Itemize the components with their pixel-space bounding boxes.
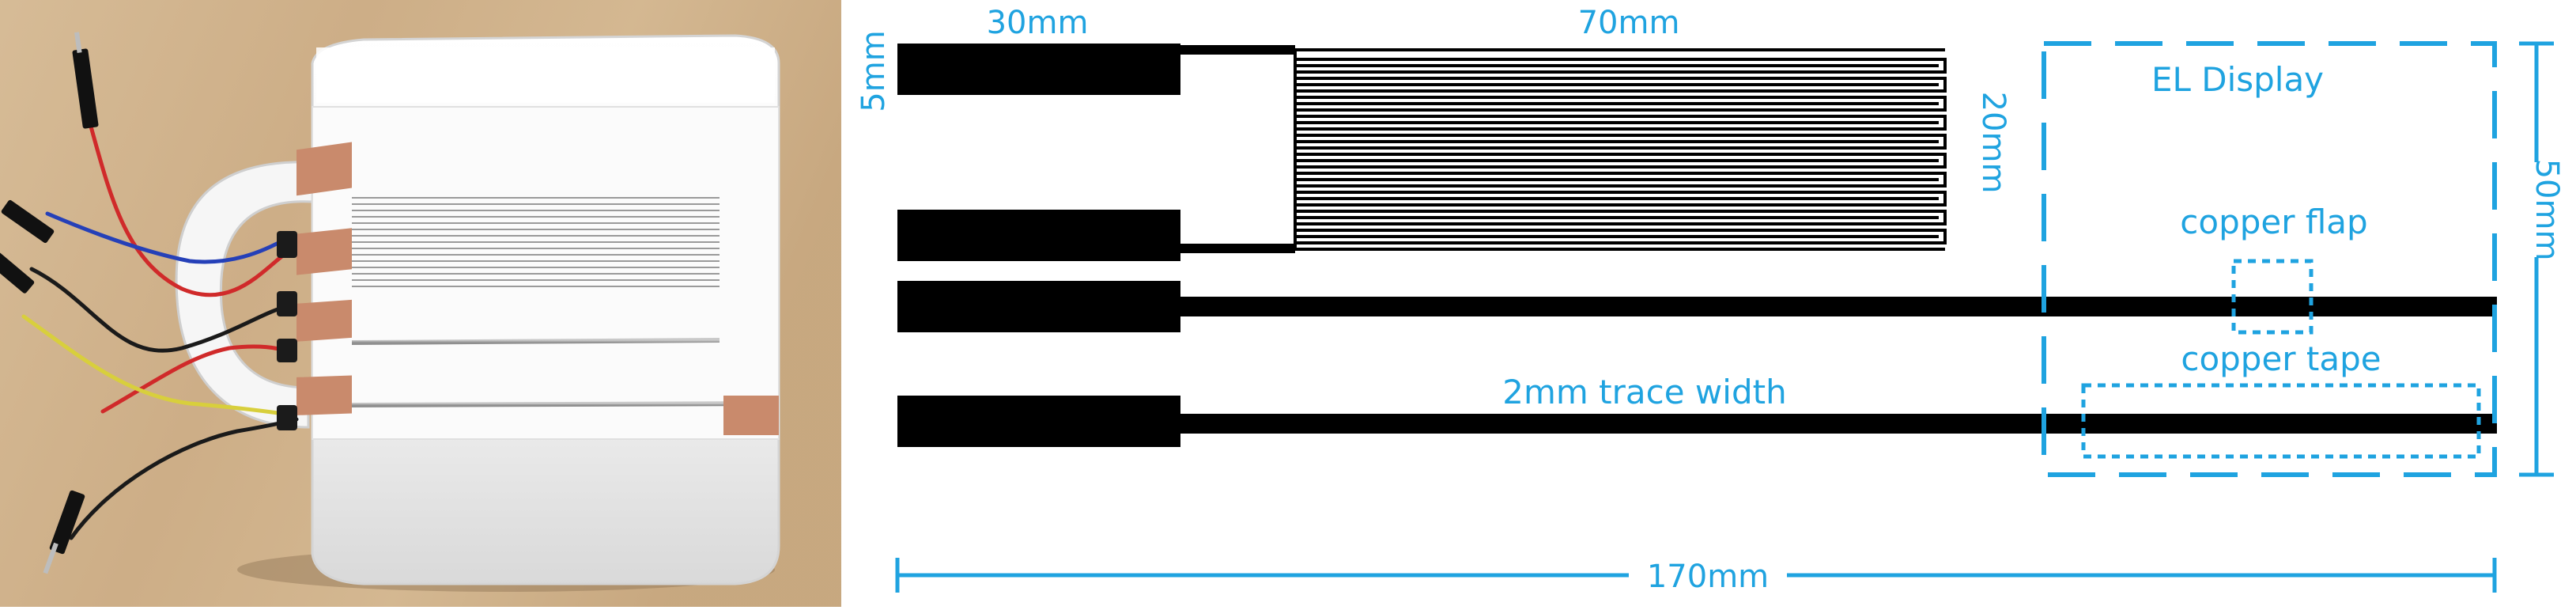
label-trace-width: 2mm trace width	[1502, 373, 1786, 411]
label-copper-tape: copper tape	[2181, 339, 2381, 378]
lead-row-2	[1180, 244, 1295, 253]
jumper-wires	[21, 124, 299, 540]
copper-pad-1	[297, 142, 352, 196]
label-50mm: 50mm	[2529, 159, 2565, 261]
jumper-pin-icon	[0, 32, 99, 574]
copper-pad-3	[297, 299, 352, 342]
mug-photo	[0, 0, 841, 607]
label-20mm: 20mm	[1975, 92, 2011, 194]
wire-red-2	[100, 344, 297, 414]
interdigitated-electrode	[1294, 48, 1947, 251]
pad-row-4	[897, 396, 1180, 447]
label-copper-flap: copper flap	[2180, 203, 2367, 241]
dim-170mm-line	[895, 558, 2497, 593]
dim-50mm-line	[2519, 41, 2554, 477]
copper-tape-outline	[2081, 383, 2481, 459]
el-display-outline	[2042, 41, 2497, 477]
copper-strip	[723, 396, 779, 435]
wire-black-1	[29, 267, 295, 353]
copper-flap-outline	[2231, 259, 2313, 335]
trace-row-4	[1180, 414, 2497, 434]
label-30mm: 30mm	[987, 5, 1089, 41]
lead-row-1	[1180, 45, 1295, 55]
trace-row-3	[1180, 297, 2497, 316]
wire-red-1	[89, 124, 295, 297]
wire-clips	[277, 231, 297, 430]
pad-row-1	[897, 44, 1180, 95]
pad-row-2	[897, 210, 1180, 261]
silver-electrode-block	[352, 197, 720, 287]
silver-trace-1	[351, 338, 720, 345]
label-170mm: 170mm	[1647, 559, 1769, 595]
mug-rim	[316, 47, 775, 103]
label-5mm: 5mm	[856, 30, 892, 112]
schematic: 30mm 70mm 5mm 20mm 50mm 170mm EL Display…	[856, 5, 2565, 595]
wire-black-2	[69, 417, 299, 540]
wire-blue	[45, 211, 291, 264]
copper-pads	[297, 142, 352, 415]
pad-row-3	[897, 281, 1180, 332]
wire-yellow	[21, 314, 297, 418]
label-el-display: EL Display	[2151, 60, 2324, 99]
copper-pad-2	[297, 228, 352, 275]
copper-pad-4	[297, 375, 352, 415]
silver-trace-2	[351, 401, 780, 407]
label-70mm: 70mm	[1578, 5, 1680, 41]
